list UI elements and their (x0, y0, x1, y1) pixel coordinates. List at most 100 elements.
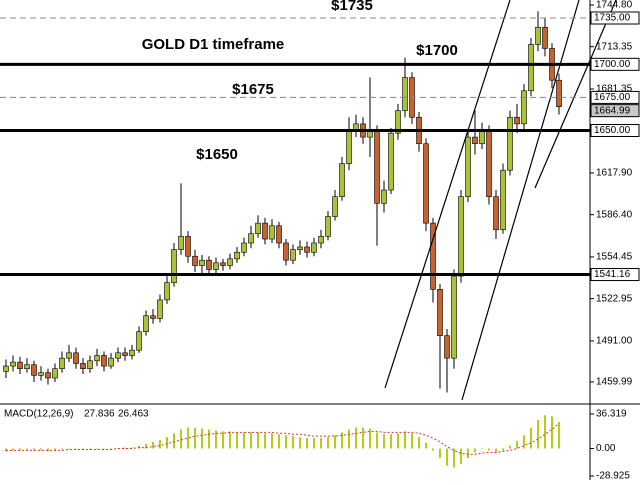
macd-bar (439, 448, 441, 459)
macd-bar (26, 448, 28, 450)
last-price-label: 1664.99 (594, 105, 631, 116)
candle-body (17, 361, 23, 370)
candle-body (248, 233, 254, 244)
macd-bar (180, 429, 182, 449)
macd-bar (404, 431, 406, 449)
candle-body (458, 196, 464, 277)
macd-bar (460, 448, 462, 464)
annotation: $1735 (331, 0, 373, 14)
candle-body (325, 216, 331, 237)
macd-bar (257, 432, 259, 449)
candle-body (122, 352, 128, 356)
y-tick-label: 1681.35 (596, 84, 633, 95)
macd-bar (558, 422, 560, 449)
signal-value: 26.463 (118, 409, 149, 420)
macd-bar (411, 433, 413, 449)
macd-bar (369, 428, 371, 449)
y-tick-label: 1586.40 (596, 209, 633, 220)
macd-bar (54, 448, 56, 451)
macd-bar (166, 437, 168, 449)
candle-body (528, 44, 534, 92)
channel-line (461, 0, 580, 401)
macd-bar (544, 415, 546, 449)
level-label: 1541.16 (594, 269, 631, 280)
macd-tick-label: -28.925 (596, 471, 630, 480)
candle-body (304, 246, 310, 253)
annotation: $1675 (232, 81, 274, 98)
macd-bar (222, 431, 224, 449)
candle-body (150, 315, 156, 319)
macd-bar (236, 432, 238, 449)
macd-bar (446, 448, 448, 466)
candle-body (500, 169, 506, 231)
macd-bar (488, 448, 490, 451)
annotation: GOLD D1 timeframe (142, 36, 285, 53)
candle-body (45, 372, 51, 379)
candle-body (262, 222, 268, 240)
macd-bar (474, 448, 476, 453)
candle-body (227, 258, 233, 266)
macd-bar (12, 448, 14, 451)
macd-bar (355, 427, 357, 449)
candle-body (535, 26, 541, 45)
macd-bar (383, 434, 385, 449)
candle-body (80, 363, 86, 370)
macd-bar (159, 439, 161, 449)
candle-body (10, 361, 16, 367)
candle-body (514, 116, 520, 125)
candle-body (402, 77, 408, 111)
macd-bar (96, 448, 98, 450)
macd-bar (33, 448, 35, 451)
candle-body (143, 315, 149, 332)
macd-bar (334, 435, 336, 449)
candle-body (521, 90, 527, 125)
macd-bar (250, 432, 252, 449)
macd-bar (145, 443, 147, 449)
macd-bar (467, 448, 469, 459)
macd-bar (215, 430, 217, 449)
candle-body (213, 262, 219, 270)
candle-body (94, 355, 100, 362)
macd-bar (537, 420, 539, 449)
macd-bar (124, 447, 126, 449)
candle-body (255, 222, 261, 235)
macd-bar (75, 448, 77, 450)
candle-body (465, 136, 471, 197)
macd-bar (229, 431, 231, 449)
y-tick-label: 1522.95 (596, 293, 633, 304)
candle-body (472, 136, 478, 145)
candle-body (87, 360, 93, 370)
candle-body (206, 259, 212, 270)
candle-body (3, 365, 9, 372)
macd-bar (327, 437, 329, 449)
macd-bar (530, 427, 532, 449)
y-tick-label: 1459.99 (596, 377, 633, 388)
macd-bar (495, 448, 497, 453)
y-tick-label: 1554.45 (596, 252, 633, 263)
candle-body (59, 357, 65, 370)
macd-bar (390, 434, 392, 449)
candle-body (430, 222, 436, 290)
candle-body (38, 372, 44, 376)
macd-bar (201, 428, 203, 449)
candle-body (178, 236, 184, 250)
macd-bar (348, 429, 350, 449)
macd-bar (425, 442, 427, 449)
candle-body (115, 352, 121, 359)
candle-body (388, 132, 394, 191)
macd-bar (271, 433, 273, 449)
macd-bar (453, 448, 455, 468)
candle-body (395, 110, 401, 134)
level-box (590, 268, 640, 282)
level-box (590, 57, 640, 71)
macd-bar (292, 436, 294, 449)
candle-body (164, 282, 170, 301)
y-tick-label: 1713.35 (596, 41, 633, 52)
macd-bar (264, 433, 266, 449)
candle-body (451, 275, 457, 359)
macd-bar (551, 416, 553, 449)
candle-body (136, 331, 142, 351)
macd-bar (61, 448, 63, 450)
macd-bar (376, 432, 378, 449)
